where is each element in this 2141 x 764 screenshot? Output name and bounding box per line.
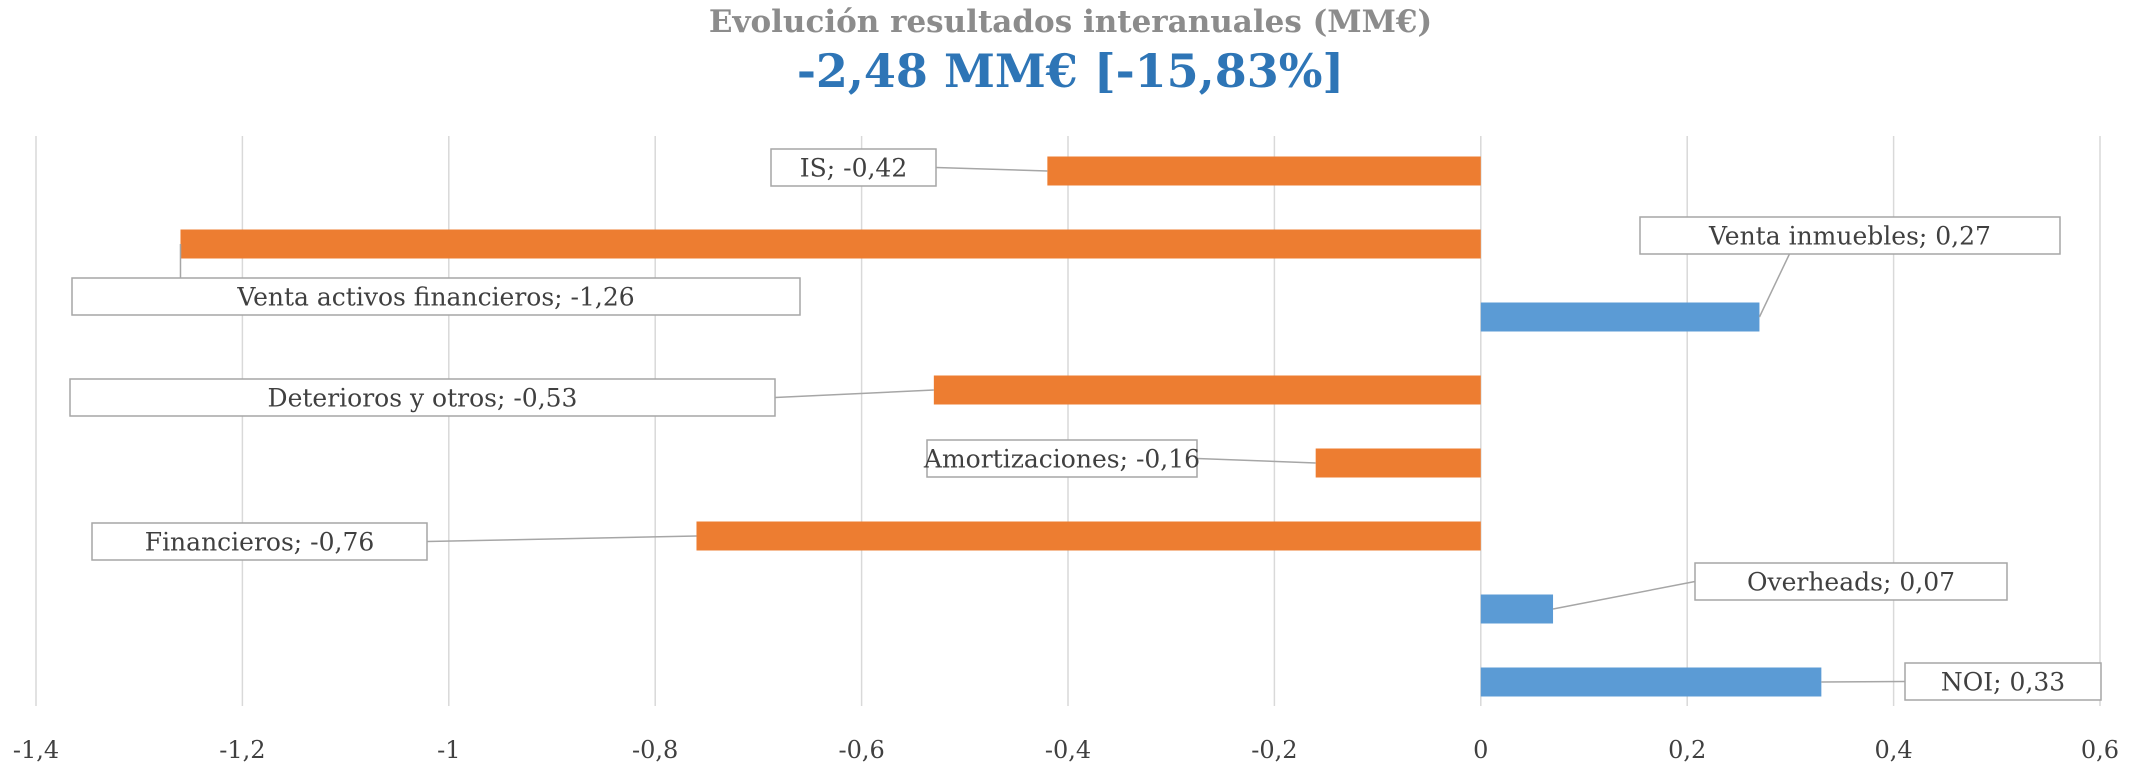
labels-layer: IS; -0,42 Venta activos financieros; -1,2… [69,148,2102,701]
bar-overheads [1480,594,1554,624]
x-tick-label: -0,6 [838,736,884,764]
bar-is [1047,156,1481,186]
data-label: Venta activos financieros; -1,26 [236,283,634,312]
data-label: NOI; 0,33 [1941,668,2065,697]
x-tick-label: -1,2 [219,736,265,764]
bar-deterioros-y-otros [933,375,1481,405]
data-label-box [71,277,801,316]
bar-financieros [696,521,1481,551]
data-label-leader [1821,680,1906,683]
x-tick-label: 0,4 [1875,736,1913,764]
data-label-leader [1552,580,1696,610]
data-label: Deterioros y otros; -0,53 [268,384,578,413]
data-label-leader [935,166,1048,172]
data-label-box [69,378,776,417]
x-tick-label: -1 [437,736,460,764]
data-label: Venta inmuebles; 0,27 [1708,222,1991,251]
data-label-box [1694,562,2008,601]
data-label-leader [1196,457,1316,464]
data-label-leader [774,389,934,399]
bars-layer [180,156,1822,697]
data-label: Financieros; -0,76 [145,528,375,557]
x-tick-label: -1,4 [13,736,59,764]
bar-venta-inmuebles [1480,302,1760,332]
data-label-box [1639,216,2061,255]
chart-subtitle: -2,48 MM€ [-15,83%] [796,44,1345,98]
data-label: Overheads; 0,07 [1747,568,1955,597]
data-label-box [1904,662,2102,701]
data-label: IS; -0,42 [800,154,907,183]
bar-venta-activos-financieros [180,229,1481,259]
bar-noi [1480,667,1822,697]
x-tick-label: 0 [1473,736,1488,764]
x-tick-label: -0,2 [1251,736,1297,764]
x-tick-label: -0,4 [1045,736,1091,764]
x-tick-label: 0,2 [1668,736,1706,764]
data-label: Amortizaciones; -0,16 [923,445,1200,474]
data-label-box [91,522,428,561]
chart-title: Evolución resultados interanuales (MM€) [708,4,1433,40]
data-label-leader [1758,253,1791,318]
ticks-layer: -1,4 -1,2 -1 -0,8 -0,6 -0,4 -0,2 0 0,2 0,4 0,6 [13,736,2119,764]
bar-amortizaciones [1315,448,1481,478]
x-tick-label: -0,8 [632,736,678,764]
data-label-box [926,439,1198,478]
data-label-box [770,148,937,187]
x-tick-label: 0,6 [2081,736,2119,764]
data-label-leader [426,535,697,543]
